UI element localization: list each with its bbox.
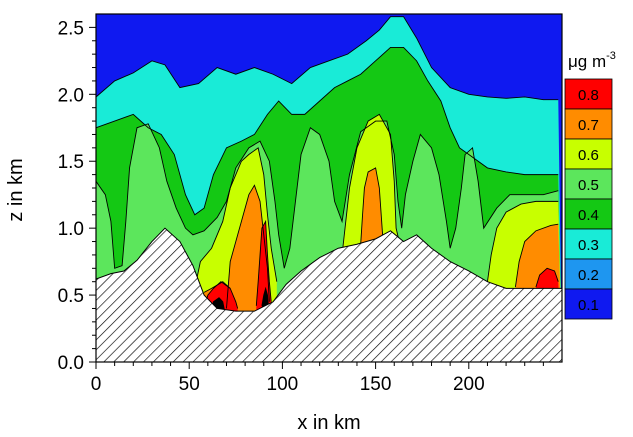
legend-label: 0.6: [578, 147, 599, 164]
contour-line-0.2: [96, 16, 559, 101]
colorbar-legend: μg m-3 0.8 0.7 0.6 0.5 0.4 0.3 0.2 0.1: [564, 50, 616, 320]
legend-unit-exp: -3: [606, 50, 616, 62]
legend-swatch-0.2: [564, 258, 613, 290]
contour-line-0.3: [96, 47, 559, 216]
legend-label: 0.4: [578, 207, 599, 224]
contour-line-0.7: [255, 219, 272, 306]
y-tick-label: 2.0: [58, 85, 84, 106]
y-tick-label: 1.5: [58, 152, 84, 173]
contour-lines: [96, 16, 559, 312]
x-tick-label: 50: [179, 374, 200, 395]
contour-line-0.5: [486, 200, 559, 282]
legend-swatch-0.1: [564, 288, 613, 320]
legend-swatch-0.4: [564, 198, 613, 230]
x-axis: 0 50 100 150 200: [91, 362, 544, 395]
x-tick-label: 200: [453, 374, 485, 395]
contour-line-0.5: [341, 113, 401, 255]
contour-line-0.6: [514, 223, 559, 288]
legend-unit-base: μg m: [568, 52, 606, 71]
contour-line-0.7: [535, 267, 559, 288]
y-tick-label: 0.5: [58, 286, 84, 307]
legend-swatch-0.8: [564, 78, 613, 110]
x-tick-label: 100: [267, 374, 299, 395]
legend-unit: μg m-3: [568, 50, 616, 71]
legend-boxes: 0.8 0.7 0.6 0.5 0.4 0.3 0.2 0.1: [564, 78, 613, 320]
x-tick-label: 150: [360, 374, 392, 395]
legend-label: 0.7: [578, 117, 599, 134]
y-axis-title: z in km: [5, 158, 27, 221]
y-tick-label: 0.0: [58, 353, 84, 374]
contour-line-0.6: [360, 167, 384, 245]
legend-label: 0.5: [578, 177, 599, 194]
contour-line-0.4: [96, 120, 559, 269]
contour-line-0.7: [203, 281, 239, 309]
legend-label: 0.8: [578, 87, 599, 104]
legend-swatch-0.3: [564, 228, 613, 260]
contour-line-0.6: [226, 184, 270, 309]
legend-label: 0.2: [578, 267, 599, 284]
y-tick-label: 1.0: [58, 219, 84, 240]
x-axis-title: x in km: [297, 412, 360, 434]
x-tick-label: 0: [91, 374, 102, 395]
y-axis: 0.0 0.5 1.0 1.5 2.0 2.5: [58, 18, 96, 374]
contour-line-0.5: [194, 147, 278, 289]
y-tick-label: 2.5: [58, 18, 84, 39]
contour-line-0.8: [261, 286, 269, 306]
legend-swatch-0.5: [564, 168, 613, 200]
plot-area: [96, 14, 562, 362]
legend-label: 0.1: [578, 297, 599, 314]
legend-label: 0.3: [578, 237, 599, 254]
terrain-hatch: [96, 227, 562, 362]
